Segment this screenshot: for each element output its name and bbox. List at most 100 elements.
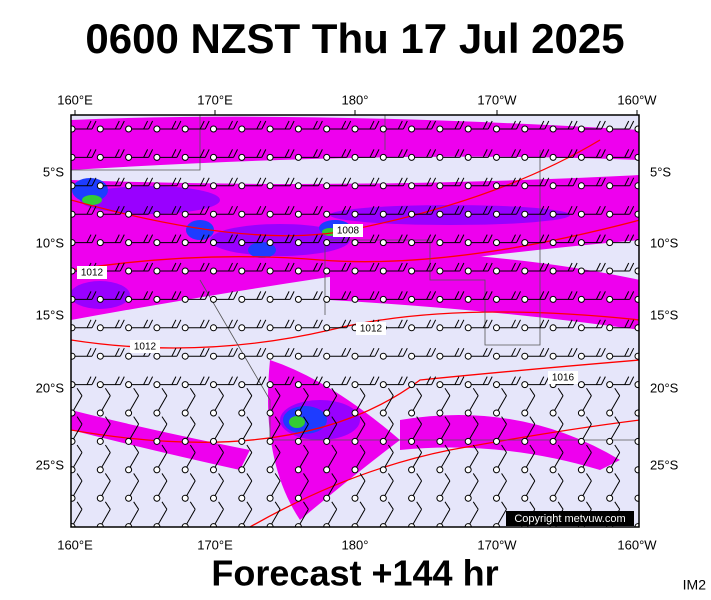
barb-flag bbox=[454, 205, 460, 215]
barb-flag bbox=[143, 177, 149, 187]
barb-flag bbox=[516, 262, 521, 272]
barb-station bbox=[266, 182, 274, 190]
barb-station bbox=[549, 494, 557, 502]
barb-flag bbox=[133, 444, 140, 453]
barb-flag bbox=[658, 348, 662, 356]
barb-station bbox=[493, 267, 500, 275]
barb-station bbox=[606, 494, 614, 502]
barb-flag bbox=[600, 149, 606, 158]
barb-flag bbox=[459, 291, 465, 300]
barb-flag bbox=[431, 120, 437, 130]
barb-flag bbox=[289, 120, 295, 130]
wind-barb bbox=[294, 234, 323, 247]
barb-flag bbox=[624, 177, 630, 187]
barb-flag bbox=[402, 347, 408, 357]
barb-flag bbox=[346, 262, 352, 272]
barb-station bbox=[436, 182, 444, 190]
barb-staff bbox=[609, 452, 621, 471]
wind-barb bbox=[606, 149, 635, 161]
wind-barb bbox=[379, 149, 408, 161]
barb-flag bbox=[228, 177, 233, 187]
barb-station bbox=[96, 239, 104, 247]
wind-barb bbox=[464, 473, 479, 502]
barb-flag bbox=[256, 205, 262, 215]
barb-station bbox=[577, 409, 585, 417]
barb-station bbox=[577, 210, 585, 218]
wind-barb bbox=[266, 347, 295, 360]
barb-flag bbox=[567, 262, 573, 272]
barb-flag bbox=[143, 205, 149, 215]
barb-station bbox=[238, 409, 246, 417]
barb-flag bbox=[114, 177, 120, 187]
barb-flag bbox=[511, 347, 516, 357]
barb-flag bbox=[312, 376, 318, 385]
barb-flag bbox=[444, 416, 451, 425]
barb-flag bbox=[567, 347, 573, 357]
wind-barb bbox=[577, 347, 606, 360]
label-bg bbox=[130, 340, 160, 353]
barb-station bbox=[436, 437, 444, 445]
wind-barb bbox=[549, 205, 578, 218]
barb-flag bbox=[119, 120, 125, 130]
barb-flag bbox=[402, 319, 408, 329]
wind-barb bbox=[210, 205, 238, 218]
barb-station bbox=[210, 352, 217, 360]
wind-barb bbox=[606, 347, 635, 360]
barb-station bbox=[125, 295, 133, 303]
wind-barb bbox=[125, 416, 140, 445]
wind-barb bbox=[238, 473, 253, 502]
barb-flag bbox=[539, 120, 545, 130]
barb-flag bbox=[572, 347, 578, 357]
wind-barb bbox=[493, 262, 521, 275]
barb-flag bbox=[341, 319, 347, 329]
barb-flag bbox=[119, 205, 125, 215]
barb-flag bbox=[544, 205, 550, 215]
barb-station bbox=[181, 182, 189, 190]
wind-barb bbox=[521, 347, 550, 360]
barb-flag bbox=[199, 376, 205, 385]
barb-flag bbox=[416, 473, 423, 482]
barb-flag bbox=[629, 205, 635, 215]
wind-barb bbox=[266, 262, 295, 275]
barb-flag bbox=[143, 262, 149, 272]
wind-barb bbox=[153, 149, 182, 161]
wind-barb bbox=[464, 177, 493, 190]
rain bbox=[186, 220, 214, 240]
barb-station bbox=[634, 182, 639, 190]
barb-flag bbox=[614, 444, 621, 453]
barb-flag bbox=[119, 291, 125, 300]
barb-station bbox=[436, 409, 444, 417]
barb-flag bbox=[487, 234, 493, 243]
wind-barb bbox=[71, 291, 97, 303]
wind-barb bbox=[96, 205, 125, 218]
barb-flag bbox=[204, 120, 210, 130]
barb-station bbox=[606, 153, 614, 161]
barb-station bbox=[210, 153, 217, 161]
barb-station bbox=[606, 381, 614, 389]
barb-station bbox=[323, 239, 331, 247]
wind-barb bbox=[577, 416, 592, 445]
barb-flag bbox=[114, 291, 120, 300]
barb-station bbox=[351, 352, 359, 360]
barb-flag bbox=[511, 205, 516, 215]
barb-flag bbox=[289, 319, 295, 329]
barb-flag bbox=[86, 205, 92, 215]
barb-flag bbox=[431, 347, 437, 357]
barb-flag bbox=[511, 234, 516, 243]
barb-station bbox=[521, 267, 529, 275]
wind-barb bbox=[153, 473, 168, 502]
barb-station bbox=[408, 267, 416, 275]
barb-station bbox=[436, 239, 444, 247]
wind-barb bbox=[210, 387, 224, 417]
barb-station bbox=[323, 125, 331, 133]
barb-flag bbox=[284, 205, 290, 215]
barb-flag bbox=[472, 473, 479, 482]
barb-flag bbox=[303, 444, 309, 453]
barb-flag bbox=[516, 319, 521, 329]
barb-flag bbox=[641, 417, 650, 424]
barb-flag bbox=[387, 387, 394, 396]
barb-station bbox=[294, 295, 302, 303]
barb-station bbox=[634, 381, 639, 389]
barb-flag bbox=[114, 376, 120, 385]
